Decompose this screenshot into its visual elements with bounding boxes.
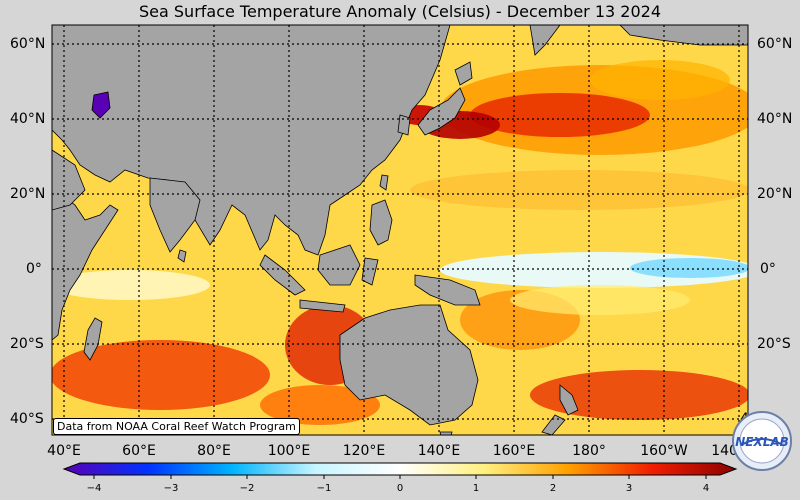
- lat-label-left: 60°N: [10, 36, 46, 52]
- land-masses: [52, 25, 748, 435]
- lat-label-left: 40°S: [10, 411, 44, 427]
- lat-label-left: 0°: [26, 261, 42, 277]
- borneo: [317, 244, 361, 286]
- lat-label-right: 40°N: [757, 111, 793, 127]
- africa-landmass: [52, 184, 119, 341]
- colorbar-tick-label: −3: [163, 483, 179, 494]
- colorbar-tick-label: −4: [86, 483, 102, 494]
- map-title: Sea Surface Temperature Anomaly (Celsius…: [139, 2, 661, 21]
- lon-label: 120°E: [342, 443, 386, 459]
- india: [149, 177, 201, 253]
- caspian-sea: [91, 91, 111, 119]
- sulawesi: [361, 257, 379, 286]
- asia-landmass: [52, 25, 451, 256]
- colorbar-tick-label: −2: [239, 483, 255, 494]
- lat-label-right: 20°N: [757, 186, 793, 202]
- alaska: [619, 25, 748, 46]
- colorbar-gradient: [62, 462, 738, 476]
- lat-label-right: 60°N: [757, 36, 793, 52]
- colorbar: [62, 462, 738, 479]
- lon-label: 100°E: [267, 443, 311, 459]
- lon-label: 160°E: [492, 443, 536, 459]
- korea: [397, 114, 411, 136]
- new-zealand-north: [559, 384, 579, 416]
- lon-label: 160°W: [640, 443, 688, 459]
- lon-label: 180°: [572, 443, 606, 459]
- japan: [417, 87, 466, 136]
- sri-lanka: [177, 249, 187, 263]
- lon-label: 80°E: [197, 443, 231, 459]
- arabia: [52, 149, 86, 211]
- data-credit: Data from NOAA Coral Reef Watch Program: [53, 418, 300, 435]
- lon-label: 140°E: [417, 443, 461, 459]
- taiwan: [379, 174, 389, 191]
- sumatra: [259, 254, 306, 296]
- lon-label: 60°E: [122, 443, 156, 459]
- philippines: [369, 199, 393, 246]
- australia: [339, 304, 479, 426]
- colorbar-tick-label: 0: [396, 483, 404, 494]
- colorbar-tick-label: 3: [625, 483, 633, 494]
- new-guinea: [414, 274, 481, 306]
- lat-label-right: 0°: [760, 261, 776, 277]
- kamchatka: [529, 25, 561, 56]
- colorbar-tick-label: 2: [549, 483, 557, 494]
- nexlab-logo: NEXLAB: [732, 411, 792, 471]
- madagascar: [83, 317, 103, 361]
- graticule: [52, 25, 748, 435]
- lat-label-left: 40°N: [10, 111, 46, 127]
- tasmania: [439, 431, 453, 435]
- new-zealand-south: [541, 414, 566, 435]
- logo-text: NEXLAB: [735, 435, 789, 449]
- colorbar-tick-label: −1: [316, 483, 332, 494]
- lon-label: 40°E: [47, 443, 81, 459]
- lat-label-left: 20°S: [10, 336, 44, 352]
- japan-north: [454, 61, 473, 86]
- java: [299, 299, 346, 313]
- colorbar-tick-label: 4: [702, 483, 710, 494]
- lat-label-left: 20°N: [10, 186, 46, 202]
- colorbar-tick-label: 1: [472, 483, 480, 494]
- lat-label-right: 20°S: [757, 336, 791, 352]
